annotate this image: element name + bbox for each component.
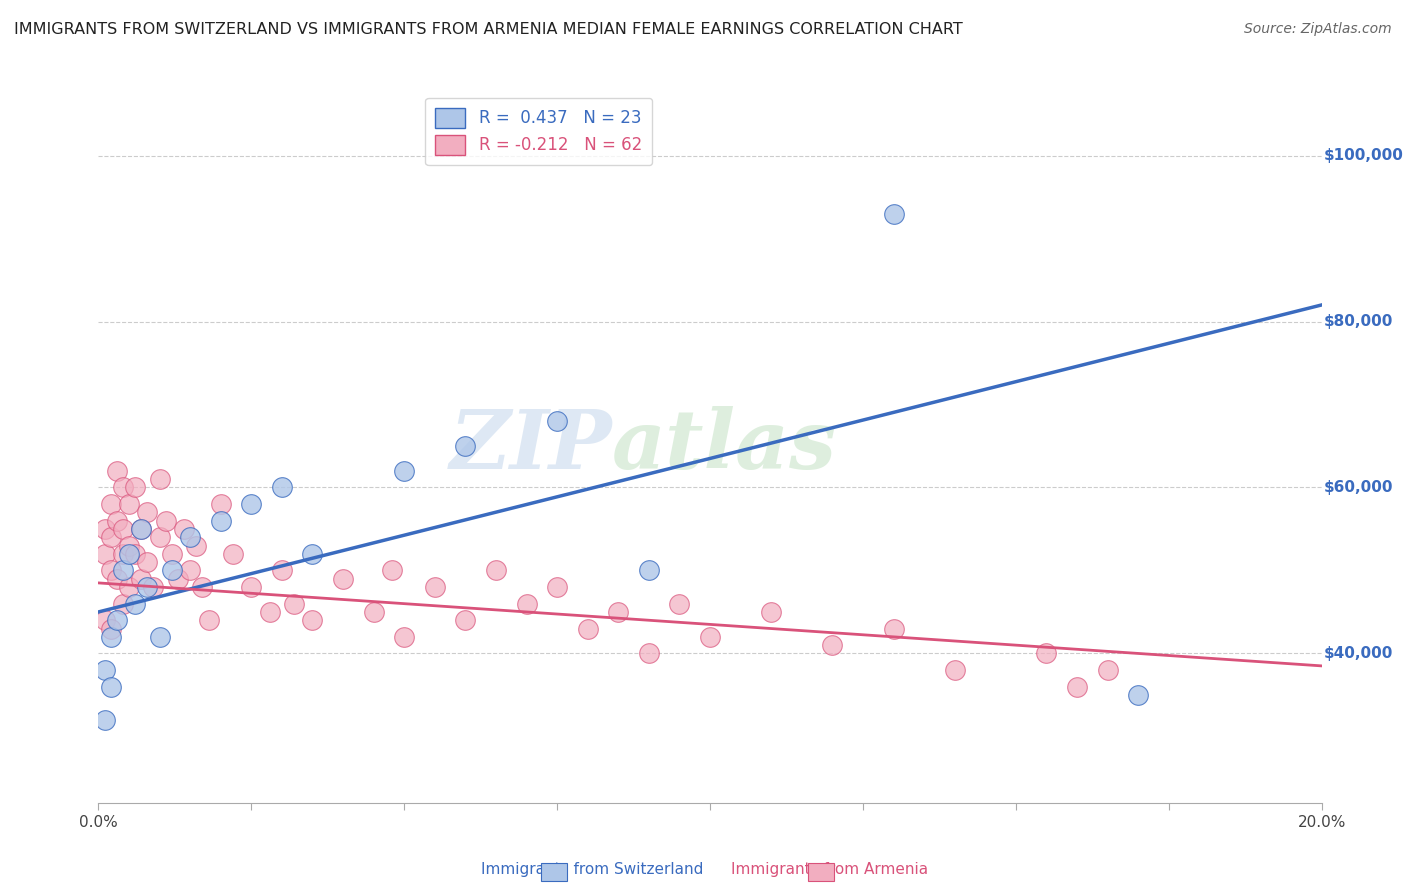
Point (943, 663, 966, 677)
Point (283, 597, 305, 611)
Point (160, 547, 183, 561)
Point (155, 514, 177, 528)
Point (136, 580, 159, 594)
Point (209, 514, 232, 528)
Text: Source: ZipAtlas.com: Source: ZipAtlas.com (1244, 22, 1392, 37)
Point (1035, 647, 1057, 661)
Point (124, 597, 146, 611)
Point (105, 572, 128, 586)
Point (821, 638, 844, 652)
Point (209, 497, 232, 511)
Point (105, 613, 128, 627)
Point (100, 564, 122, 578)
Point (576, 622, 599, 636)
Point (270, 564, 292, 578)
Point (332, 572, 354, 586)
Point (1128, 688, 1150, 702)
Point (179, 530, 201, 544)
Point (111, 522, 134, 536)
Text: Immigrants from Armenia: Immigrants from Armenia (731, 863, 928, 877)
Point (149, 630, 172, 644)
Point (485, 564, 508, 578)
Point (118, 539, 141, 553)
Point (136, 555, 159, 569)
Point (136, 505, 159, 519)
Point (759, 605, 782, 619)
Text: ZIP: ZIP (450, 406, 612, 486)
Point (129, 522, 152, 536)
Point (129, 522, 152, 536)
Text: IMMIGRANTS FROM SWITZERLAND VS IMMIGRANTS FROM ARMENIA MEDIAN FEMALE EARNINGS CO: IMMIGRANTS FROM SWITZERLAND VS IMMIGRANT… (14, 22, 963, 37)
Point (173, 522, 195, 536)
Point (381, 564, 404, 578)
Point (111, 547, 134, 561)
Point (454, 613, 477, 627)
Point (270, 481, 292, 495)
Point (392, 630, 416, 644)
Point (1097, 663, 1119, 677)
Point (637, 647, 661, 661)
Point (423, 580, 446, 594)
Text: $40,000: $40,000 (1324, 646, 1393, 661)
Point (105, 514, 128, 528)
Text: atlas: atlas (612, 406, 838, 486)
Point (1066, 680, 1088, 694)
Point (111, 481, 134, 495)
Point (607, 605, 630, 619)
Point (93, 663, 115, 677)
Point (160, 564, 183, 578)
Point (301, 547, 323, 561)
Point (883, 207, 905, 221)
Point (240, 580, 263, 594)
Point (100, 680, 122, 694)
Point (105, 464, 128, 478)
Point (668, 597, 690, 611)
Point (118, 580, 141, 594)
Point (149, 472, 172, 486)
Point (637, 564, 661, 578)
Point (179, 564, 201, 578)
Point (111, 597, 134, 611)
Text: Immigrants from Switzerland: Immigrants from Switzerland (481, 863, 703, 877)
Point (93, 547, 115, 561)
Point (118, 497, 141, 511)
Point (111, 564, 134, 578)
Text: $100,000: $100,000 (1324, 148, 1405, 163)
Point (129, 572, 152, 586)
Point (118, 547, 141, 561)
Point (363, 605, 385, 619)
Point (93, 713, 115, 727)
Point (142, 580, 165, 594)
Point (100, 497, 122, 511)
Point (124, 481, 146, 495)
Point (392, 464, 416, 478)
Text: $60,000: $60,000 (1324, 480, 1393, 495)
Point (124, 547, 146, 561)
Point (197, 613, 219, 627)
Point (93, 522, 115, 536)
Point (259, 605, 281, 619)
Point (699, 630, 721, 644)
Point (186, 539, 208, 553)
Point (100, 530, 122, 544)
Point (546, 580, 568, 594)
Point (240, 497, 263, 511)
Point (546, 414, 568, 428)
Point (883, 622, 905, 636)
Point (191, 580, 214, 594)
Point (516, 597, 538, 611)
Legend: R =  0.437   N = 23, R = -0.212   N = 62: R = 0.437 N = 23, R = -0.212 N = 62 (426, 97, 652, 165)
Point (167, 572, 190, 586)
Point (222, 547, 245, 561)
Point (454, 439, 477, 453)
Point (149, 530, 172, 544)
Point (100, 622, 122, 636)
Text: $80,000: $80,000 (1324, 314, 1393, 329)
Point (301, 613, 323, 627)
Point (100, 630, 122, 644)
Point (93, 613, 115, 627)
